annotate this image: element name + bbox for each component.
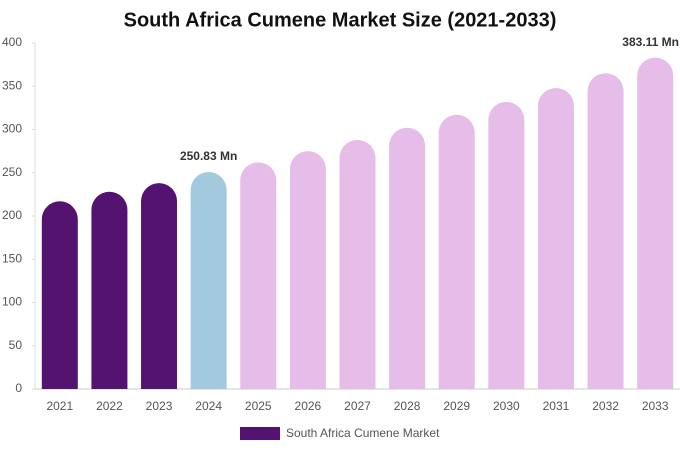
x-tick-label: 2023	[146, 399, 173, 413]
x-tick-label: 2025	[245, 399, 272, 413]
y-tick-label: 300	[2, 122, 22, 136]
bar	[190, 172, 227, 389]
value-label: 250.83 Mn	[180, 149, 237, 163]
legend-label: South Africa Cumene Market	[286, 426, 440, 440]
y-tick-label: 350	[2, 78, 22, 92]
x-tick-label: 2033	[642, 399, 669, 413]
bar	[339, 139, 376, 389]
bar	[537, 87, 574, 389]
x-tick-label: 2021	[46, 399, 73, 413]
y-tick-label: 0	[15, 381, 22, 395]
y-tick-label: 50	[9, 338, 23, 352]
y-tick-label: 250	[2, 165, 22, 179]
bar	[41, 201, 78, 389]
bar	[389, 127, 426, 389]
x-tick-label: 2026	[295, 399, 322, 413]
x-tick-label: 2029	[443, 399, 470, 413]
bar	[488, 101, 525, 390]
bar	[438, 114, 475, 390]
legend-swatch	[240, 427, 280, 440]
bar	[637, 57, 674, 389]
bar	[91, 191, 128, 389]
x-tick-label: 2030	[493, 399, 520, 413]
y-tick-label: 400	[2, 35, 22, 49]
x-tick-label: 2028	[394, 399, 421, 413]
value-label: 383.11 Mn	[622, 35, 679, 49]
bar	[141, 183, 178, 389]
bar	[240, 162, 277, 389]
bar	[289, 151, 326, 389]
x-tick-label: 2031	[543, 399, 570, 413]
x-tick-label: 2032	[592, 399, 619, 413]
x-tick-label: 2027	[344, 399, 371, 413]
y-tick-label: 150	[2, 251, 22, 265]
chart-title: South Africa Cumene Market Size (2021-20…	[124, 9, 557, 31]
x-tick-label: 2024	[195, 399, 222, 413]
x-tick-label: 2022	[96, 399, 123, 413]
y-tick-label: 100	[2, 295, 22, 309]
y-tick-label: 200	[2, 208, 22, 222]
bar	[587, 73, 624, 389]
